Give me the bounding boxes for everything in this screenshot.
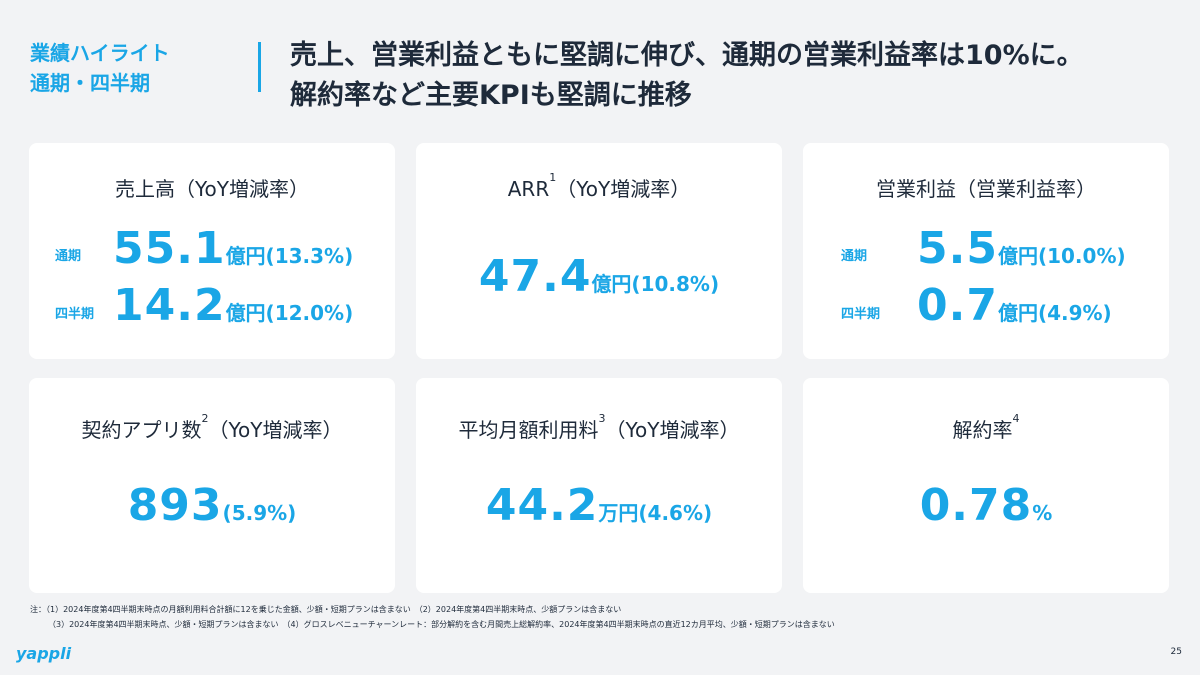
- kpi-value-row: 47.4億円(10.8%): [416, 251, 782, 302]
- kpi-card-average-monthly-fee: 平均月額利用料3（YoY増減率） 44.2万円(4.6%): [416, 378, 782, 593]
- kpi-unit: %: [1032, 501, 1053, 525]
- page-number: 25: [1170, 647, 1182, 657]
- kpi-value: 14.2: [113, 280, 226, 331]
- card-title: 売上高（YoY増減率）: [114, 177, 309, 201]
- header-divider: [258, 42, 261, 92]
- card-title: ARR1（YoY増減率）: [507, 171, 691, 201]
- section-tag: 業績ハイライト 通期・四半期: [30, 38, 170, 98]
- yappli-logo: yappli: [16, 644, 72, 663]
- period-label-quarter: 四半期: [55, 307, 95, 322]
- card-title: 契約アプリ数2（YoY増減率）: [81, 412, 343, 442]
- kpi-value: 55.1: [113, 223, 226, 274]
- kpi-value: 44.2: [485, 480, 599, 531]
- footnote-line1: 注：（1）2024年度第4四半期末時点の月額利用料合計額に12を乗じた金額、少額…: [30, 605, 622, 614]
- kpi-unit: 億円(10.8%): [591, 272, 720, 296]
- kpi-value: 0.7: [917, 280, 998, 331]
- kpi-value-row: 44.2万円(4.6%): [416, 480, 782, 531]
- headline-line2: 解約率など主要KPIも堅調に推移: [290, 80, 692, 111]
- headline-line1: 売上、営業利益ともに堅調に伸び、通期の営業利益率は10%に。: [290, 40, 1084, 71]
- card-title: 解約率4: [952, 412, 1020, 442]
- card-title: 平均月額利用料3（YoY増減率）: [458, 412, 740, 442]
- kpi-unit: 億円(10.0%): [997, 244, 1126, 268]
- period-label-fy: 通期: [841, 249, 868, 264]
- kpi-value-row: 14.2億円(12.0%): [113, 280, 353, 331]
- period-label-fy: 通期: [55, 249, 82, 264]
- section-tag-line2: 通期・四半期: [30, 71, 150, 95]
- footnote: 注：（1）2024年度第4四半期末時点の月額利用料合計額に12を乗じた金額、少額…: [30, 602, 835, 632]
- kpi-value-row: 0.78%: [803, 480, 1169, 531]
- kpi-value: 893: [127, 480, 223, 531]
- kpi-value-row: 893(5.9%): [29, 480, 395, 531]
- kpi-unit: (5.9%): [222, 501, 297, 525]
- kpi-value: 5.5: [917, 223, 998, 274]
- kpi-value-row: 0.7億円(4.9%): [917, 280, 1112, 331]
- kpi-value-row: 55.1億円(13.3%): [113, 223, 353, 274]
- kpi-unit: 億円(13.3%): [225, 244, 354, 268]
- section-tag-line1: 業績ハイライト: [30, 41, 170, 65]
- kpi-card-revenue: 売上高（YoY増減率） 通期 55.1億円(13.3%) 四半期 14.2億円(…: [29, 143, 395, 359]
- card-title: 営業利益（営業利益率）: [876, 177, 1096, 201]
- kpi-unit: 万円(4.6%): [598, 501, 713, 525]
- kpi-card-operating-profit: 営業利益（営業利益率） 通期 5.5億円(10.0%) 四半期 0.7億円(4.…: [803, 143, 1169, 359]
- page-title: 売上、営業利益ともに堅調に伸び、通期の営業利益率は10%に。 解約率など主要KP…: [290, 36, 1084, 116]
- kpi-unit: 億円(4.9%): [997, 301, 1112, 325]
- footnote-line2: （3）2024年度第4四半期末時点、少額・短期プランは含まない （4）グロスレベ…: [48, 620, 835, 629]
- kpi-card-churn-rate: 解約率4 0.78%: [803, 378, 1169, 593]
- kpi-value-row: 5.5億円(10.0%): [917, 223, 1126, 274]
- period-label-quarter: 四半期: [841, 307, 881, 322]
- kpi-value: 0.78: [919, 480, 1033, 531]
- kpi-value: 47.4: [478, 251, 592, 302]
- kpi-card-arr: ARR1（YoY増減率） 47.4億円(10.8%): [416, 143, 782, 359]
- kpi-card-contracted-apps: 契約アプリ数2（YoY増減率） 893(5.9%): [29, 378, 395, 593]
- kpi-unit: 億円(12.0%): [225, 301, 354, 325]
